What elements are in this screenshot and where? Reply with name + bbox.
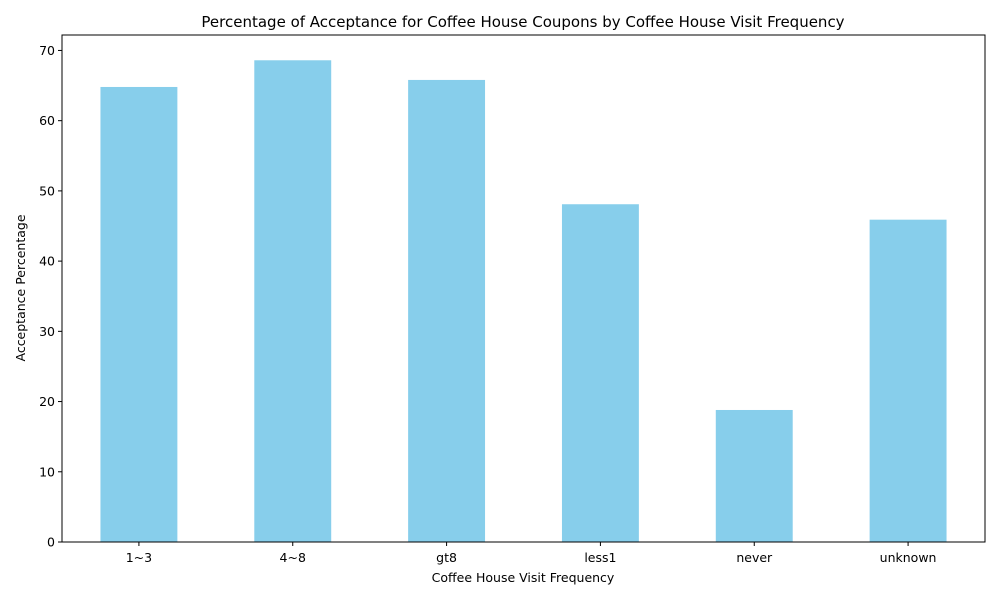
y-axis-title: Acceptance Percentage bbox=[13, 214, 28, 361]
x-tick-label: never bbox=[736, 550, 773, 565]
x-tick-label: gt8 bbox=[436, 550, 457, 565]
x-tick-label: less1 bbox=[584, 550, 616, 565]
y-tick-label: 40 bbox=[39, 254, 55, 269]
plot-area bbox=[61, 34, 986, 543]
x-axis: 1~3 4~8 gt8 less1 never unknown bbox=[126, 542, 937, 565]
y-tick-label: 70 bbox=[39, 43, 55, 58]
bar-4~8 bbox=[254, 60, 332, 542]
x-axis-title: Coffee House Visit Frequency bbox=[432, 570, 615, 585]
x-tick-label: 1~3 bbox=[126, 550, 152, 565]
y-axis: 0 10 20 30 40 50 60 70 bbox=[39, 43, 62, 550]
bar-never bbox=[715, 409, 793, 542]
y-tick-label: 20 bbox=[39, 394, 55, 409]
x-tick-label: unknown bbox=[880, 550, 937, 565]
y-tick-label: 60 bbox=[39, 113, 55, 128]
bar-unknown bbox=[869, 219, 947, 542]
chart-title: Percentage of Acceptance for Coffee Hous… bbox=[201, 13, 844, 31]
y-tick-label: 50 bbox=[39, 183, 55, 198]
plot-frame bbox=[61, 34, 986, 543]
bar-1~3 bbox=[100, 86, 178, 542]
y-tick-label: 0 bbox=[47, 535, 55, 550]
x-tick-label: 4~8 bbox=[280, 550, 306, 565]
y-tick-label: 30 bbox=[39, 324, 55, 339]
y-tick-label: 10 bbox=[39, 464, 55, 479]
bar-less1 bbox=[561, 204, 639, 542]
bar-gt8 bbox=[408, 79, 486, 542]
